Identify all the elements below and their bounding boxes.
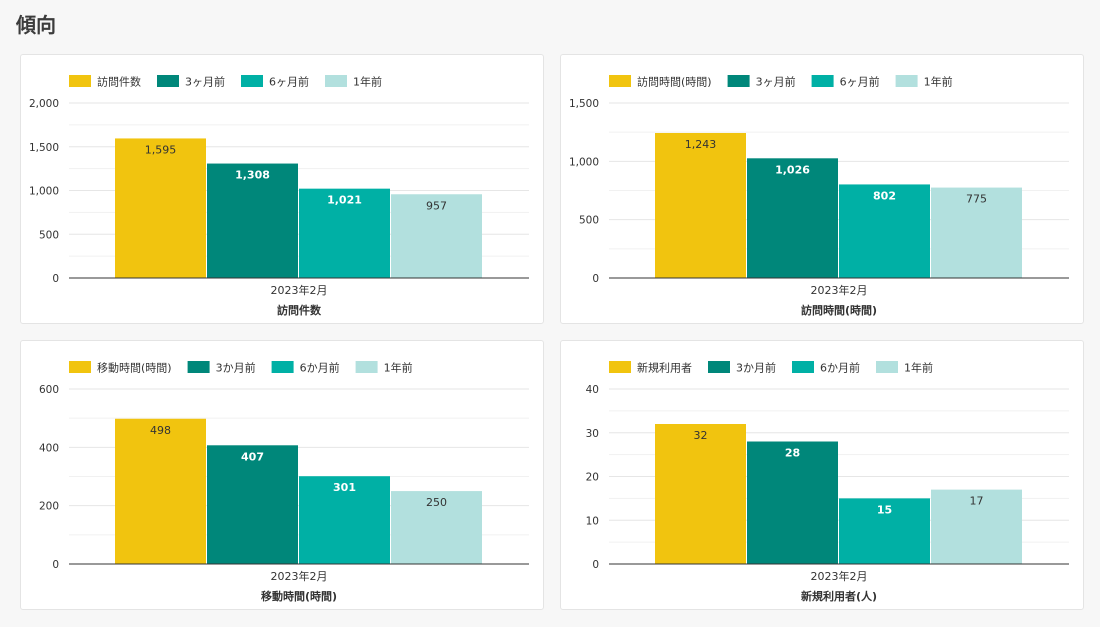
new-users-chart-card: 新規利用者 3か月前 6か月前 1年前 0 10 20 30 40 32 28 15 17 2023年2月… bbox=[560, 340, 1084, 610]
legend-swatch bbox=[271, 361, 294, 373]
data-label: 301 bbox=[333, 481, 356, 494]
bar bbox=[207, 445, 298, 564]
y-tick-label: 0 bbox=[592, 559, 599, 571]
data-label: 802 bbox=[873, 189, 896, 202]
x-tick-label: 2023年2月 bbox=[271, 569, 328, 583]
y-tick-label: 1,500 bbox=[29, 142, 59, 154]
legend-swatch bbox=[325, 75, 347, 87]
legend-swatch bbox=[609, 75, 631, 87]
legend-label: 6ヶ月前 bbox=[269, 75, 309, 89]
bar bbox=[747, 441, 838, 564]
data-label: 1,595 bbox=[145, 143, 177, 156]
x-axis-title: 移動時間(時間) bbox=[261, 589, 337, 603]
legend-label: 6ヶ月前 bbox=[840, 75, 880, 89]
y-tick-label: 1,000 bbox=[569, 156, 599, 168]
bar bbox=[115, 418, 206, 564]
y-tick-label: 20 bbox=[586, 472, 599, 484]
travel-hours-chart: 移動時間(時間) 3か月前 6か月前 1年前 0 200 400 600 498 407 301 25… bbox=[39, 361, 529, 603]
legend-label: 1年前 bbox=[384, 361, 413, 375]
y-tick-label: 400 bbox=[39, 442, 59, 454]
legend-swatch bbox=[69, 75, 91, 87]
legend-label: 3か月前 bbox=[736, 361, 776, 375]
legend-label: 訪問件数 bbox=[97, 75, 141, 89]
y-tick-label: 500 bbox=[579, 215, 599, 227]
legend-label: 1年前 bbox=[924, 75, 953, 89]
data-label: 32 bbox=[694, 429, 708, 442]
bar bbox=[655, 132, 746, 278]
travel-hours-chart-card: 移動時間(時間) 3か月前 6か月前 1年前 0 200 400 600 498 407 301 25… bbox=[20, 340, 544, 610]
y-tick-label: 500 bbox=[39, 229, 59, 241]
data-label: 17 bbox=[970, 495, 984, 508]
new-users-chart: 新規利用者 3か月前 6か月前 1年前 0 10 20 30 40 32 28 15 17 2023年2月… bbox=[586, 361, 1069, 603]
x-axis-title: 訪問時間(時間) bbox=[801, 303, 877, 317]
data-label: 957 bbox=[426, 199, 447, 212]
bar bbox=[299, 188, 390, 278]
legend-label: 3ヶ月前 bbox=[185, 75, 225, 89]
y-tick-label: 0 bbox=[592, 273, 599, 285]
y-tick-label: 600 bbox=[39, 384, 59, 396]
legend-swatch bbox=[727, 75, 750, 87]
legend-label: 1年前 bbox=[353, 75, 382, 89]
y-tick-label: 40 bbox=[586, 384, 599, 396]
bar bbox=[391, 491, 482, 564]
y-tick-label: 0 bbox=[52, 559, 59, 571]
x-axis-title: 新規利用者(人) bbox=[801, 589, 877, 603]
y-tick-label: 200 bbox=[39, 501, 59, 513]
legend-swatch bbox=[187, 361, 210, 373]
legend-swatch bbox=[157, 75, 179, 87]
x-axis-title: 訪問件数 bbox=[277, 303, 322, 317]
legend-label: 3か月前 bbox=[216, 361, 256, 375]
bar bbox=[655, 424, 746, 564]
legend-label: 3ヶ月前 bbox=[756, 75, 796, 89]
bar bbox=[839, 498, 930, 564]
y-tick-label: 2,000 bbox=[29, 98, 59, 110]
bar bbox=[115, 138, 206, 278]
legend-swatch bbox=[241, 75, 263, 87]
data-label: 1,021 bbox=[327, 194, 362, 207]
page-title: 傾向 bbox=[16, 13, 56, 37]
x-tick-label: 2023年2月 bbox=[811, 283, 868, 297]
bar bbox=[931, 187, 1022, 278]
y-tick-label: 30 bbox=[586, 428, 599, 440]
bar bbox=[299, 476, 390, 564]
visit-count-chart-card: 訪問件数 3ヶ月前 6ヶ月前 1年前 0 500 1,000 1,500 2,000 1,595 1… bbox=[20, 54, 544, 324]
data-label: 15 bbox=[877, 503, 892, 516]
visit-hours-chart-card: 訪問時間(時間) 3ヶ月前 6ヶ月前 1年前 0 500 1,000 1,500 1,243 1,… bbox=[560, 54, 1084, 324]
y-tick-label: 10 bbox=[586, 515, 599, 527]
legend-swatch bbox=[895, 75, 918, 87]
legend-swatch bbox=[69, 361, 91, 373]
bar bbox=[747, 158, 838, 278]
legend-label: 新規利用者 bbox=[637, 361, 692, 375]
legend-swatch bbox=[609, 361, 631, 373]
x-tick-label: 2023年2月 bbox=[271, 283, 328, 297]
y-tick-label: 1,500 bbox=[569, 98, 599, 110]
data-label: 775 bbox=[966, 193, 987, 206]
bar bbox=[391, 194, 482, 278]
data-label: 407 bbox=[241, 450, 264, 463]
data-label: 498 bbox=[150, 424, 171, 437]
legend-swatch bbox=[792, 361, 814, 373]
data-label: 1,243 bbox=[685, 138, 717, 151]
y-tick-label: 1,000 bbox=[29, 186, 59, 198]
legend-label: 6か月前 bbox=[300, 361, 340, 375]
legend-swatch bbox=[708, 361, 730, 373]
x-tick-label: 2023年2月 bbox=[811, 569, 868, 583]
legend-swatch bbox=[876, 361, 898, 373]
legend-label: 1年前 bbox=[904, 361, 933, 375]
y-tick-label: 0 bbox=[52, 273, 59, 285]
legend-swatch bbox=[811, 75, 834, 87]
data-label: 28 bbox=[785, 447, 800, 460]
visit-hours-chart: 訪問時間(時間) 3ヶ月前 6ヶ月前 1年前 0 500 1,000 1,500 1,243 1,… bbox=[569, 75, 1069, 317]
legend-label: 訪問時間(時間) bbox=[637, 75, 712, 89]
data-label: 1,026 bbox=[775, 163, 810, 176]
bar bbox=[839, 184, 930, 278]
legend-label: 6か月前 bbox=[820, 361, 860, 375]
legend-swatch bbox=[355, 361, 378, 373]
bar bbox=[207, 163, 298, 278]
data-label: 250 bbox=[426, 496, 447, 509]
data-label: 1,308 bbox=[235, 169, 270, 182]
bar bbox=[931, 489, 1022, 564]
legend-label: 移動時間(時間) bbox=[97, 361, 172, 375]
visit-count-chart: 訪問件数 3ヶ月前 6ヶ月前 1年前 0 500 1,000 1,500 2,000 1,595 1… bbox=[29, 75, 529, 317]
